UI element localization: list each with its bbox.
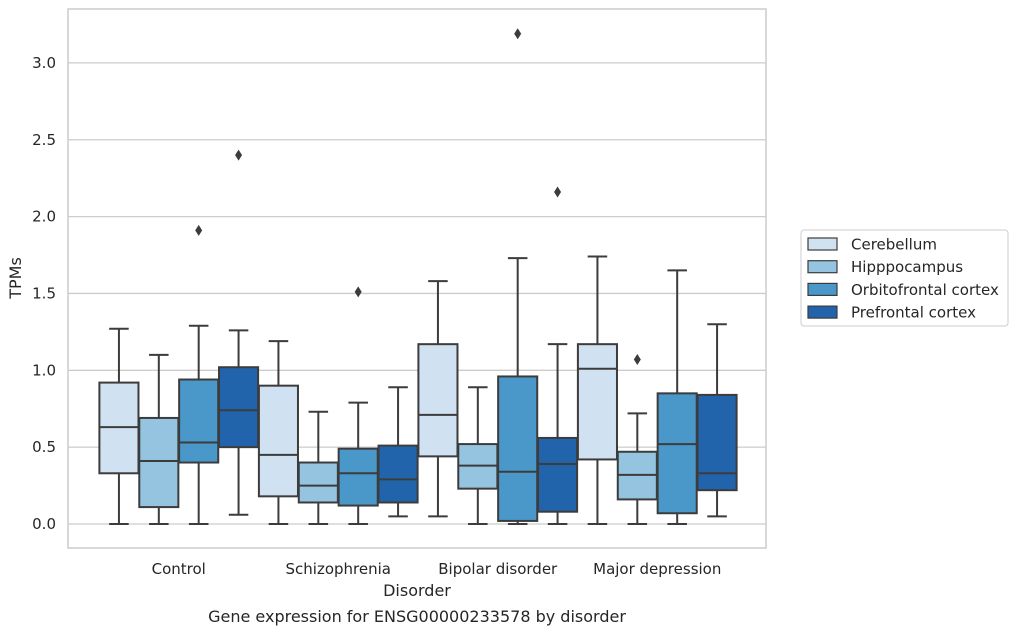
box [417, 343, 459, 458]
y-axis-title: TPMs [6, 257, 25, 300]
y-tick-label: 0.5 [32, 438, 56, 456]
box [178, 378, 220, 464]
x-tick-label: Schizophrenia [286, 560, 391, 578]
outlier-point [514, 28, 522, 40]
legend: Cerebellum Hipppocampus Orbitofrontal cort… [800, 229, 1009, 327]
box [537, 436, 579, 513]
plot-frame [67, 8, 767, 549]
box [696, 393, 738, 492]
legend-swatch [807, 260, 838, 274]
legend-swatch [807, 237, 838, 251]
y-tick-label: 0.0 [32, 515, 56, 533]
outlier-point [554, 186, 562, 198]
legend-label: Cerebellum [851, 236, 937, 254]
box-group [257, 286, 419, 525]
y-tick-label: 1.5 [32, 284, 56, 302]
box [297, 461, 339, 504]
x-tick-label: Bipolar disorder [438, 560, 558, 578]
y-tick-label: 2.0 [32, 208, 56, 226]
box-group [576, 255, 738, 525]
x-axis-title: Disorder [383, 581, 451, 600]
y-tick-label: 2.5 [32, 131, 56, 149]
legend-frame [800, 229, 1009, 327]
box [656, 392, 698, 515]
outlier-point [633, 354, 641, 366]
outlier-point [195, 224, 203, 236]
outlier-point [354, 286, 362, 298]
box [337, 447, 379, 507]
y-tick-label: 3.0 [32, 54, 56, 72]
legend-label: Orbitofrontal cortex [851, 281, 999, 299]
legend-swatch [807, 282, 838, 296]
y-tick-labels: 0.0 0.5 1.0 1.5 2.0 2.5 3.0 [32, 54, 56, 533]
outlier-point [235, 149, 243, 161]
chart-title: Gene expression for ENSG00000233578 by d… [208, 607, 626, 626]
box [497, 375, 539, 522]
x-tick-labels: Control Schizophrenia Bipolar disorder Majo… [152, 560, 722, 578]
legend-label: Hipppocampus [851, 258, 963, 276]
legend-swatch [807, 305, 838, 319]
box [138, 416, 180, 509]
box [377, 444, 419, 504]
x-tick-label: Control [152, 560, 206, 578]
box [257, 384, 299, 498]
box-group [98, 149, 260, 525]
box-group [417, 28, 579, 525]
box-groups [98, 28, 738, 525]
y-tick-label: 1.0 [32, 361, 56, 379]
legend-label: Prefrontal cortex [851, 304, 976, 322]
x-tick-label: Major depression [593, 560, 721, 578]
box [576, 343, 618, 461]
box [218, 366, 260, 449]
